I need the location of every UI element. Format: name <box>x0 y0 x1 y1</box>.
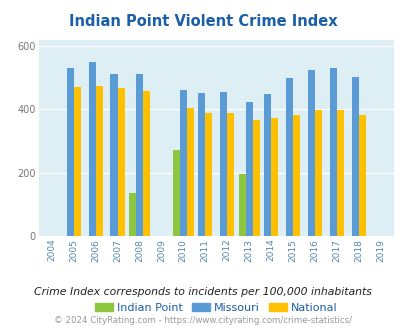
Bar <box>292 115 299 236</box>
Bar <box>245 102 252 236</box>
Text: © 2024 CityRating.com - https://www.cityrating.com/crime-statistics/: © 2024 CityRating.com - https://www.city… <box>54 316 351 325</box>
Bar <box>179 90 186 236</box>
Bar <box>143 91 149 236</box>
Bar <box>336 110 343 236</box>
Bar <box>227 114 234 236</box>
Bar <box>351 77 358 236</box>
Bar <box>205 114 212 236</box>
Bar <box>95 86 102 236</box>
Bar <box>117 88 124 236</box>
Bar <box>358 115 365 236</box>
Bar <box>66 68 73 236</box>
Bar <box>220 92 227 236</box>
Bar <box>88 62 95 236</box>
Bar <box>73 87 81 236</box>
Bar <box>307 70 314 236</box>
Bar <box>271 118 277 236</box>
Bar <box>198 93 205 236</box>
Bar <box>110 75 117 236</box>
Bar <box>129 193 136 236</box>
Bar <box>136 75 143 236</box>
Legend: Indian Point, Missouri, National: Indian Point, Missouri, National <box>92 300 339 315</box>
Bar <box>285 78 292 236</box>
Text: Indian Point Violent Crime Index: Indian Point Violent Crime Index <box>68 14 337 29</box>
Text: Crime Index corresponds to incidents per 100,000 inhabitants: Crime Index corresponds to incidents per… <box>34 287 371 297</box>
Bar <box>186 108 193 236</box>
Bar <box>314 110 321 236</box>
Bar <box>238 174 245 236</box>
Bar <box>263 94 271 236</box>
Bar <box>329 68 336 236</box>
Bar <box>252 120 259 236</box>
Bar <box>173 150 179 236</box>
